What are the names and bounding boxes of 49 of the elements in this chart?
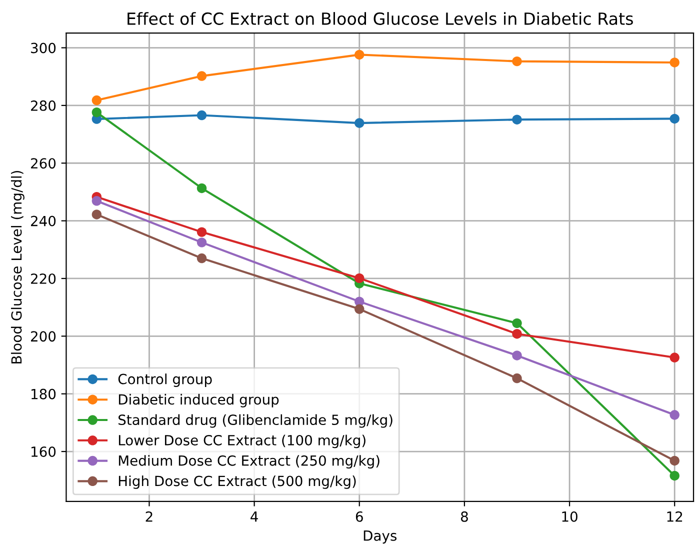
point	[196, 227, 207, 237]
point	[92, 196, 102, 206]
point	[196, 238, 207, 248]
point	[354, 118, 364, 128]
legend-label: Diabetic induced group	[118, 394, 279, 408]
point	[196, 253, 207, 264]
x-tick-label: 10	[562, 511, 578, 522]
legend-label: Lower Dose CC Extract (100 mg/kg)	[118, 434, 366, 448]
point	[670, 114, 680, 124]
point	[670, 410, 680, 420]
point	[354, 50, 364, 60]
x-axis-title: Days	[364, 530, 397, 544]
y-tick-label: 160	[32, 446, 56, 457]
point	[92, 210, 102, 220]
legend-label: Control group	[118, 374, 212, 387]
point	[512, 56, 522, 66]
x-tick-label: 8	[460, 511, 468, 522]
y-tick-label: 300	[31, 42, 56, 54]
point	[512, 328, 522, 339]
y-tick-label: 200	[31, 331, 56, 342]
y-tick-label: 220	[31, 273, 56, 284]
point	[354, 273, 364, 284]
y-tick-label: 260	[31, 158, 56, 169]
x-tick-label: 6	[356, 511, 363, 522]
point	[670, 456, 680, 466]
point	[92, 108, 102, 118]
legend-label: Standard drug (Glibenclamide 5 mg/kg)	[118, 414, 392, 428]
point	[670, 470, 680, 481]
point	[670, 352, 680, 362]
point	[354, 304, 364, 314]
y-axis-title: Blood Glucose Level (mg/dl)	[10, 170, 24, 364]
point	[512, 318, 522, 328]
y-tick-label: 280	[31, 100, 56, 111]
point	[512, 114, 522, 124]
chart-title: Effect of CC Extract on Blood Glucose Levels in Diabetic Rats	[128, 12, 633, 25]
point	[92, 95, 102, 106]
legend-label: High Dose CC Extract (500 mg/kg)	[118, 475, 356, 489]
point	[512, 350, 522, 360]
point	[196, 71, 207, 81]
legend-label: Medium Dose CC Extract (250 mg/kg)	[118, 455, 380, 469]
point	[196, 183, 207, 194]
y-tick-label: 240	[31, 216, 56, 226]
point	[670, 58, 680, 68]
point	[196, 110, 207, 120]
x-tick-label: 4	[250, 512, 258, 522]
point	[512, 373, 522, 384]
x-tick-label: 12	[667, 511, 682, 522]
y-tick-label: 180	[32, 388, 56, 400]
x-tick-label: 2	[146, 511, 152, 522]
